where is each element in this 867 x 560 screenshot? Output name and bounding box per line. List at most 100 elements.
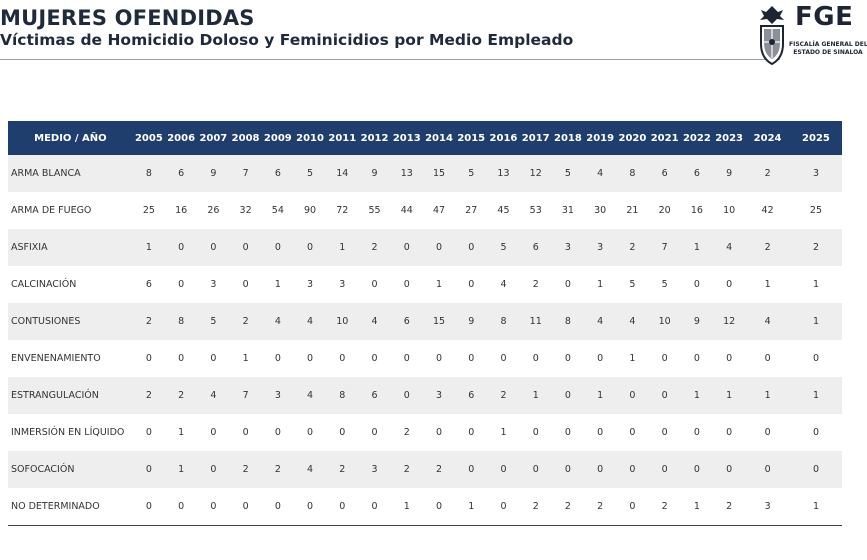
table-cell: 15 xyxy=(422,155,456,192)
logo-text-line1: FISCALÍA GENERAL DEL xyxy=(789,41,867,48)
table-cell: 4 xyxy=(487,266,520,303)
row-label: CALCINACIÓN xyxy=(8,266,133,303)
table-cell: 5 xyxy=(551,155,585,192)
table-cell: 53 xyxy=(519,192,552,229)
table-cell: 0 xyxy=(455,451,488,488)
table-cell: 54 xyxy=(261,192,294,229)
table-cell: 0 xyxy=(455,340,488,377)
table-cell: 2 xyxy=(487,377,520,414)
table-row: ARMA BLANCA 8 6 9 7 6 5 14 9 13 15 5 13 12 5 4 8 6 6 9 2 3 xyxy=(8,155,842,192)
table-cell: 90 xyxy=(293,192,327,229)
table-cell: 1 xyxy=(789,266,842,303)
table-cell: 32 xyxy=(229,192,262,229)
row-label: INMERSIÓN EN LÍQUIDO xyxy=(8,414,133,451)
table-cell: 0 xyxy=(789,451,842,488)
table-cell: 6 xyxy=(165,155,198,192)
table-cell: 2 xyxy=(648,488,681,526)
table-cell: 2 xyxy=(713,488,746,526)
fge-logo: FGE FISCALÍA GENERAL DEL ESTADO DE SINAL… xyxy=(756,2,867,68)
table-cell: 0 xyxy=(789,414,842,451)
year-header: 2015 xyxy=(455,121,488,155)
table-cell: 0 xyxy=(487,340,520,377)
table-cell: 8 xyxy=(132,155,166,192)
table-cell: 26 xyxy=(197,192,230,229)
table-cell: 16 xyxy=(680,192,713,229)
table-cell: 2 xyxy=(326,451,359,488)
table-cell: 6 xyxy=(519,229,552,266)
table-cell: 0 xyxy=(616,414,649,451)
table-cell: 4 xyxy=(293,377,327,414)
table-cell: 6 xyxy=(390,303,423,340)
table-cell: 0 xyxy=(487,488,520,526)
table-cell: 4 xyxy=(713,229,746,266)
table-cell: 0 xyxy=(358,340,391,377)
table-cell: 0 xyxy=(519,340,552,377)
table-cell: 27 xyxy=(455,192,488,229)
row-label: CONTUSIONES xyxy=(8,303,133,340)
table-cell: 9 xyxy=(455,303,488,340)
table-cell: 0 xyxy=(132,340,166,377)
table-cell: 0 xyxy=(390,266,423,303)
table-cell: 2 xyxy=(584,488,617,526)
table-cell: 10 xyxy=(713,192,746,229)
table-cell: 0 xyxy=(422,488,456,526)
table-cell: 4 xyxy=(293,303,327,340)
table-cell: 0 xyxy=(132,451,166,488)
table-cell: 10 xyxy=(648,303,681,340)
table-cell: 5 xyxy=(293,155,327,192)
table-cell: 0 xyxy=(390,340,423,377)
table-cell: 2 xyxy=(519,488,552,526)
year-header: 2013 xyxy=(390,121,423,155)
year-header: 2012 xyxy=(358,121,391,155)
table-cell: 0 xyxy=(745,451,790,488)
table-body: ARMA BLANCA 8 6 9 7 6 5 14 9 13 15 5 13 12 5 4 8 6 6 9 2 3 ARM… xyxy=(8,155,842,526)
table-cell: 8 xyxy=(616,155,649,192)
table-cell: 0 xyxy=(358,414,391,451)
table-cell: 3 xyxy=(261,377,294,414)
table-row: CONTUSIONES 2 8 5 2 4 4 10 4 6 15 9 8 11 8 4 4 10 9 12 4 1 xyxy=(8,303,842,340)
table-cell: 3 xyxy=(293,266,327,303)
table-cell: 0 xyxy=(422,229,456,266)
table-cell: 2 xyxy=(229,451,262,488)
row-label: ARMA BLANCA xyxy=(8,155,133,192)
table-cell: 7 xyxy=(229,155,262,192)
table-cell: 0 xyxy=(229,414,262,451)
year-header: 2024 xyxy=(745,121,790,155)
table-cell: 1 xyxy=(584,377,617,414)
table-cell: 0 xyxy=(713,451,746,488)
table-cell: 8 xyxy=(487,303,520,340)
table-cell: 0 xyxy=(648,340,681,377)
table-row: ASFIXIA 1 0 0 0 0 0 1 2 0 0 0 5 6 3 3 2 7 1 4 2 2 xyxy=(8,229,842,266)
table-cell: 1 xyxy=(680,377,713,414)
table-cell: 6 xyxy=(680,155,713,192)
table-cell: 0 xyxy=(165,488,198,526)
table-cell: 0 xyxy=(293,340,327,377)
table-cell: 0 xyxy=(455,414,488,451)
table-cell: 9 xyxy=(680,303,713,340)
page-title: MUJERES OFENDIDAS xyxy=(0,6,255,30)
table-cell: 9 xyxy=(358,155,391,192)
table-cell: 5 xyxy=(616,266,649,303)
table-cell: 5 xyxy=(487,229,520,266)
table-cell: 0 xyxy=(680,451,713,488)
table-cell: 25 xyxy=(789,192,842,229)
table-cell: 12 xyxy=(713,303,746,340)
table-cell: 1 xyxy=(487,414,520,451)
table-cell: 0 xyxy=(616,451,649,488)
table-cell: 4 xyxy=(197,377,230,414)
table-cell: 1 xyxy=(132,229,166,266)
table-cell: 0 xyxy=(293,229,327,266)
year-header: 2007 xyxy=(197,121,230,155)
table-cell: 9 xyxy=(713,155,746,192)
table-cell: 1 xyxy=(680,229,713,266)
table-cell: 2 xyxy=(616,229,649,266)
corner-header: MEDIO / AÑO xyxy=(8,121,133,155)
year-header: 2017 xyxy=(519,121,552,155)
table-cell: 0 xyxy=(197,451,230,488)
table-cell: 25 xyxy=(132,192,166,229)
table-cell: 0 xyxy=(455,229,488,266)
table-cell: 45 xyxy=(487,192,520,229)
table-row: SOFOCACIÓN 0 1 0 2 2 4 2 3 2 2 0 0 0 0 0 0 0 0 0 0 0 xyxy=(8,451,842,488)
table-cell: 13 xyxy=(390,155,423,192)
table-cell: 0 xyxy=(358,266,391,303)
